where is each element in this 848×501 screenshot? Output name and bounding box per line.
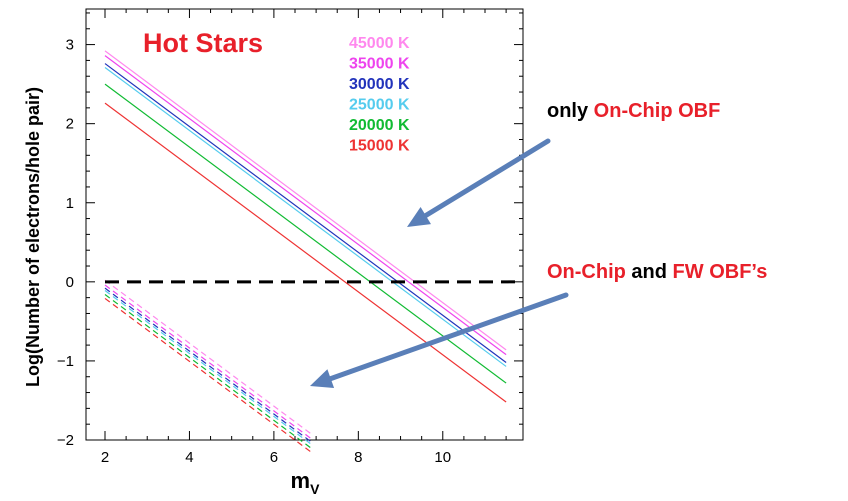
plot-axes (85, 8, 524, 441)
legend: 45000 K 35000 K 30000 K 25000 K 20000 K 15000… (349, 35, 410, 155)
tick-labels: 2 4 6 8 10 −2 −1 0 1 2 3 (57, 37, 451, 466)
annotation-onchip-fw: On-Chip and FW OBF’s (547, 261, 767, 283)
annotation-only-onchip-part: only (547, 100, 594, 122)
series-line-dashed (104, 294, 313, 450)
series-line-dashed (104, 279, 313, 435)
series-line-dashed (104, 284, 313, 440)
series-line-dashed (104, 287, 313, 443)
series-line-solid (104, 83, 507, 384)
x-axis-label-main: m (291, 468, 311, 493)
series-line-dashed (104, 290, 313, 446)
y-tick-label: 2 (66, 116, 74, 133)
plot-series (104, 50, 507, 454)
annotation-onchip-fw-part: and (626, 261, 673, 283)
x-axis-label-subscript: V (310, 481, 320, 497)
y-tick-label: −1 (57, 353, 74, 370)
x-tick-label: 6 (270, 449, 278, 466)
legend-entry: 25000 K (349, 97, 410, 114)
x-tick-label: 10 (434, 449, 451, 466)
x-tick-label: 4 (185, 449, 193, 466)
y-tick-label: 3 (66, 37, 74, 54)
series-line-solid (104, 63, 507, 363)
annotation-onchip-fw-part: FW OBF’s (673, 261, 768, 283)
legend-entry: 30000 K (349, 76, 410, 93)
annotation-onchip-fw-part: On-Chip (547, 261, 626, 283)
legend-entry: 20000 K (349, 117, 410, 134)
arrow-only-onchip (407, 138, 551, 227)
y-axis-label: Log(Number of electrons/hole pair) (23, 87, 43, 387)
plot-frame (85, 8, 524, 441)
y-tick-label: 0 (66, 274, 74, 291)
series-line-solid (104, 55, 507, 356)
series-line-solid (104, 102, 507, 403)
arrow-onchip-fw (310, 292, 569, 389)
annotation-only-onchip: only On-Chip OBF (547, 100, 720, 122)
y-tick-label: 1 (66, 195, 74, 212)
series-line-dashed (104, 297, 313, 454)
annotation-arrows (310, 138, 569, 389)
x-tick-label: 2 (101, 449, 109, 466)
legend-entry: 15000 K (349, 138, 410, 155)
chart-title: Hot Stars (143, 28, 263, 58)
x-tick-label: 8 (354, 449, 362, 466)
series-line-solid (104, 67, 507, 367)
annotation-only-onchip-part: On-Chip OBF (594, 100, 721, 122)
legend-entry: 45000 K (349, 35, 410, 52)
x-axis-label: mV (291, 468, 321, 497)
legend-entry: 35000 K (349, 56, 410, 73)
series-line-solid (104, 50, 507, 351)
y-tick-label: −2 (57, 432, 74, 449)
